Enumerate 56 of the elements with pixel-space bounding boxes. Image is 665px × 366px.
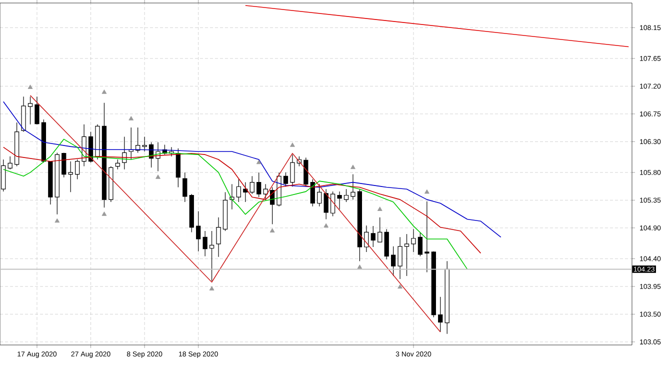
- candlestick: [370, 226, 376, 248]
- candlestick: [337, 191, 342, 210]
- candlestick: [390, 246, 396, 276]
- candlestick: [62, 152, 66, 178]
- candlestick: [404, 234, 410, 276]
- line-series: [2, 101, 502, 238]
- point: [357, 264, 362, 269]
- candlestick: [142, 136, 147, 152]
- point: [156, 174, 160, 179]
- candlestick: [202, 230, 208, 257]
- point: [102, 212, 107, 216]
- candlestick: [378, 217, 382, 242]
- candlestick: [344, 188, 349, 202]
- candlestick: [317, 184, 322, 207]
- candlestick: [34, 96, 40, 125]
- point: [324, 223, 329, 228]
- candlestick: [28, 96, 33, 125]
- point: [290, 142, 295, 147]
- candlestick: [209, 230, 214, 282]
- line-series: [2, 138, 468, 270]
- point: [424, 189, 430, 194]
- candlestick: [196, 210, 201, 252]
- candlestick: [256, 172, 262, 198]
- candlestick: [330, 191, 336, 216]
- point: [209, 286, 214, 290]
- candlestick: [350, 174, 356, 200]
- line-series: [30, 95, 441, 332]
- candlestick: [438, 296, 443, 332]
- candlestick: [283, 172, 288, 187]
- candlestick: [290, 154, 295, 187]
- candlestick: [236, 178, 241, 202]
- point: [28, 84, 33, 89]
- point: [102, 90, 107, 94]
- candlestick: [411, 228, 416, 252]
- candlestick: [216, 217, 221, 258]
- point: [270, 228, 275, 232]
- candlestick: [398, 236, 402, 280]
- point: [256, 160, 262, 164]
- point: [128, 116, 134, 120]
- candlestick: [424, 201, 430, 273]
- point: [54, 218, 60, 223]
- point: [350, 164, 356, 170]
- candlestick: [263, 184, 268, 200]
- candlestick: [230, 184, 234, 210]
- candlestick: [75, 159, 80, 180]
- candlestick: [182, 172, 188, 202]
- candlestick: [115, 159, 120, 170]
- candlestick: [68, 161, 73, 192]
- candlestick: [418, 232, 423, 257]
- candlestick: [8, 156, 12, 170]
- candlestick: [324, 188, 328, 220]
- line-series: [2, 146, 482, 254]
- point: [398, 284, 402, 289]
- point: [377, 206, 382, 211]
- candlestick: [364, 225, 369, 252]
- candlestick: [250, 176, 254, 194]
